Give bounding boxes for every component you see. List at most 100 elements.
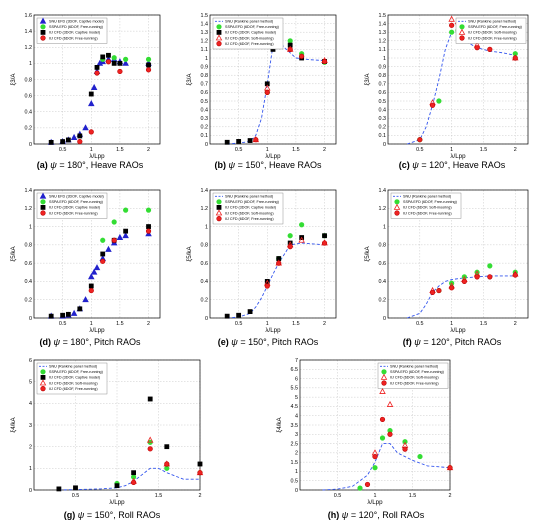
data-point (264, 89, 270, 95)
data-point (123, 56, 129, 62)
data-point (276, 260, 282, 266)
y-tick-label: 0.4 (25, 110, 33, 116)
data-point (88, 91, 94, 97)
data-point (145, 67, 152, 73)
series (322, 443, 451, 491)
legend-entry: SSPA EFD (6DOF, Free-running) (403, 200, 457, 204)
y-tick-label: 0.9 (201, 64, 209, 70)
plot-frame (387, 189, 529, 319)
series-line (58, 467, 200, 491)
data-point (105, 59, 112, 65)
legend-entry: IIJ CFD (6DOF, Free-running) (49, 387, 98, 391)
data-point (82, 296, 89, 303)
series (253, 38, 328, 143)
data-point (197, 461, 203, 467)
data-point (417, 137, 423, 143)
data-point (100, 258, 106, 264)
data-point (40, 386, 46, 392)
y-axis-label: ξ5/kA (10, 246, 17, 262)
data-point (77, 306, 83, 312)
data-point (216, 199, 222, 205)
x-tick-label: 1 (450, 321, 453, 327)
legend-box (390, 192, 462, 219)
legend-entry: SSPA EFD (6DOF, Free-running) (390, 370, 444, 374)
y-axis-label: ξ3/A (10, 73, 17, 86)
chart-panel-c: 0 0.1 0.2 0.3 0.4 0.5 0.6 0.7 0.8 0.9 1 1.1 1.2 1.3 1.… (364, 13, 529, 170)
y-tick-label: 0.3 (379, 116, 387, 122)
data-point (88, 287, 94, 294)
legend-box (377, 362, 449, 389)
series-line (227, 242, 325, 319)
y-tick-label: 0.7 (201, 82, 209, 88)
data-point (40, 199, 46, 205)
legend-entry: SNU EFD (3DOF, Captive model) (49, 195, 104, 199)
data-point (393, 203, 401, 210)
y-tick-label: 0.8 (201, 73, 209, 79)
data-point (131, 470, 136, 476)
y-tick-label: 1.5 (379, 13, 387, 19)
series (58, 467, 200, 491)
data-point (111, 55, 117, 61)
caption-text: = 180°, Pitch RAOs (60, 337, 141, 347)
x-tick-label: 1.5 (292, 321, 300, 327)
chart-panel-b: 0 0.1 0.2 0.3 0.4 0.5 0.6 0.7 0.8 0.9 1 1.1 1.2 1.3 1.… (186, 13, 337, 170)
data-point (40, 35, 46, 41)
data-point (88, 273, 95, 280)
data-point (146, 224, 151, 229)
y-tick-label: 1 (205, 224, 208, 230)
panel-caption: (g) ψ = 150°, Roll RAOs (64, 510, 161, 520)
data-point (287, 244, 293, 250)
x-tick-label: 1 (116, 493, 119, 499)
series (264, 240, 328, 289)
y-tick-label: 3.5 (291, 423, 299, 429)
y-tick-label: 1 (383, 224, 386, 230)
y-axis-label: ξ5/kA (186, 246, 193, 262)
data-point (394, 210, 400, 216)
chart-panel-h: 0 0.5 1 1.5 2 2.5 3 3.5 4 4.5 5 5.5 6 6.5 7 0.5 1 1.5 2 λ/L… (276, 358, 454, 520)
data-point (512, 55, 518, 61)
data-point (114, 483, 120, 489)
legend-entry: SSPA EFD (6DOF, Free-running) (225, 25, 279, 29)
x-tick-label: 2 (323, 321, 326, 327)
plot-frame (209, 14, 337, 145)
y-tick-label: 0.8 (379, 243, 387, 249)
data-point (224, 139, 230, 145)
series (429, 272, 518, 296)
legend-entry: SNU (Rankine panel method) (49, 365, 97, 369)
data-point (436, 287, 442, 294)
series (429, 270, 519, 293)
y-tick-label: 1.4 (25, 188, 33, 194)
y-tick-label: 1.5 (201, 13, 209, 19)
y-tick-label: 1.5 (291, 460, 299, 466)
y-tick-label: 0.2 (379, 298, 387, 304)
caption-label: (h) (328, 510, 342, 520)
y-tick-label: 0.5 (201, 99, 209, 105)
legend-box (36, 362, 108, 395)
x-axis-label: λ/Lpp (367, 499, 383, 506)
data-point (100, 54, 106, 60)
data-point (40, 369, 46, 375)
data-point (372, 453, 378, 460)
y-tick-label: 1.3 (379, 30, 387, 36)
data-point (100, 251, 106, 257)
data-point (111, 219, 117, 225)
x-tick-label: 1.5 (480, 147, 488, 153)
caption-text: = 120°, Heave RAOs (419, 160, 506, 170)
y-tick-label: 0.6 (25, 261, 33, 267)
panel-caption: (h) ψ = 120°, Roll RAOs (328, 510, 425, 520)
series (56, 396, 203, 492)
y-tick-label: 1.3 (201, 30, 209, 36)
data-point (253, 137, 259, 143)
y-tick-label: 1 (205, 56, 208, 62)
data-point (459, 24, 465, 30)
y-tick-label: 0.4 (201, 107, 209, 113)
y-tick-label: 0.4 (201, 279, 209, 285)
data-point (264, 283, 270, 289)
x-axis-label: λ/Lpp (89, 327, 105, 334)
data-point (216, 29, 222, 35)
series-line (406, 31, 516, 145)
y-tick-label: 1.2 (379, 39, 387, 45)
plot-frame (33, 359, 201, 491)
x-axis-label: λ/Lpp (450, 153, 466, 160)
